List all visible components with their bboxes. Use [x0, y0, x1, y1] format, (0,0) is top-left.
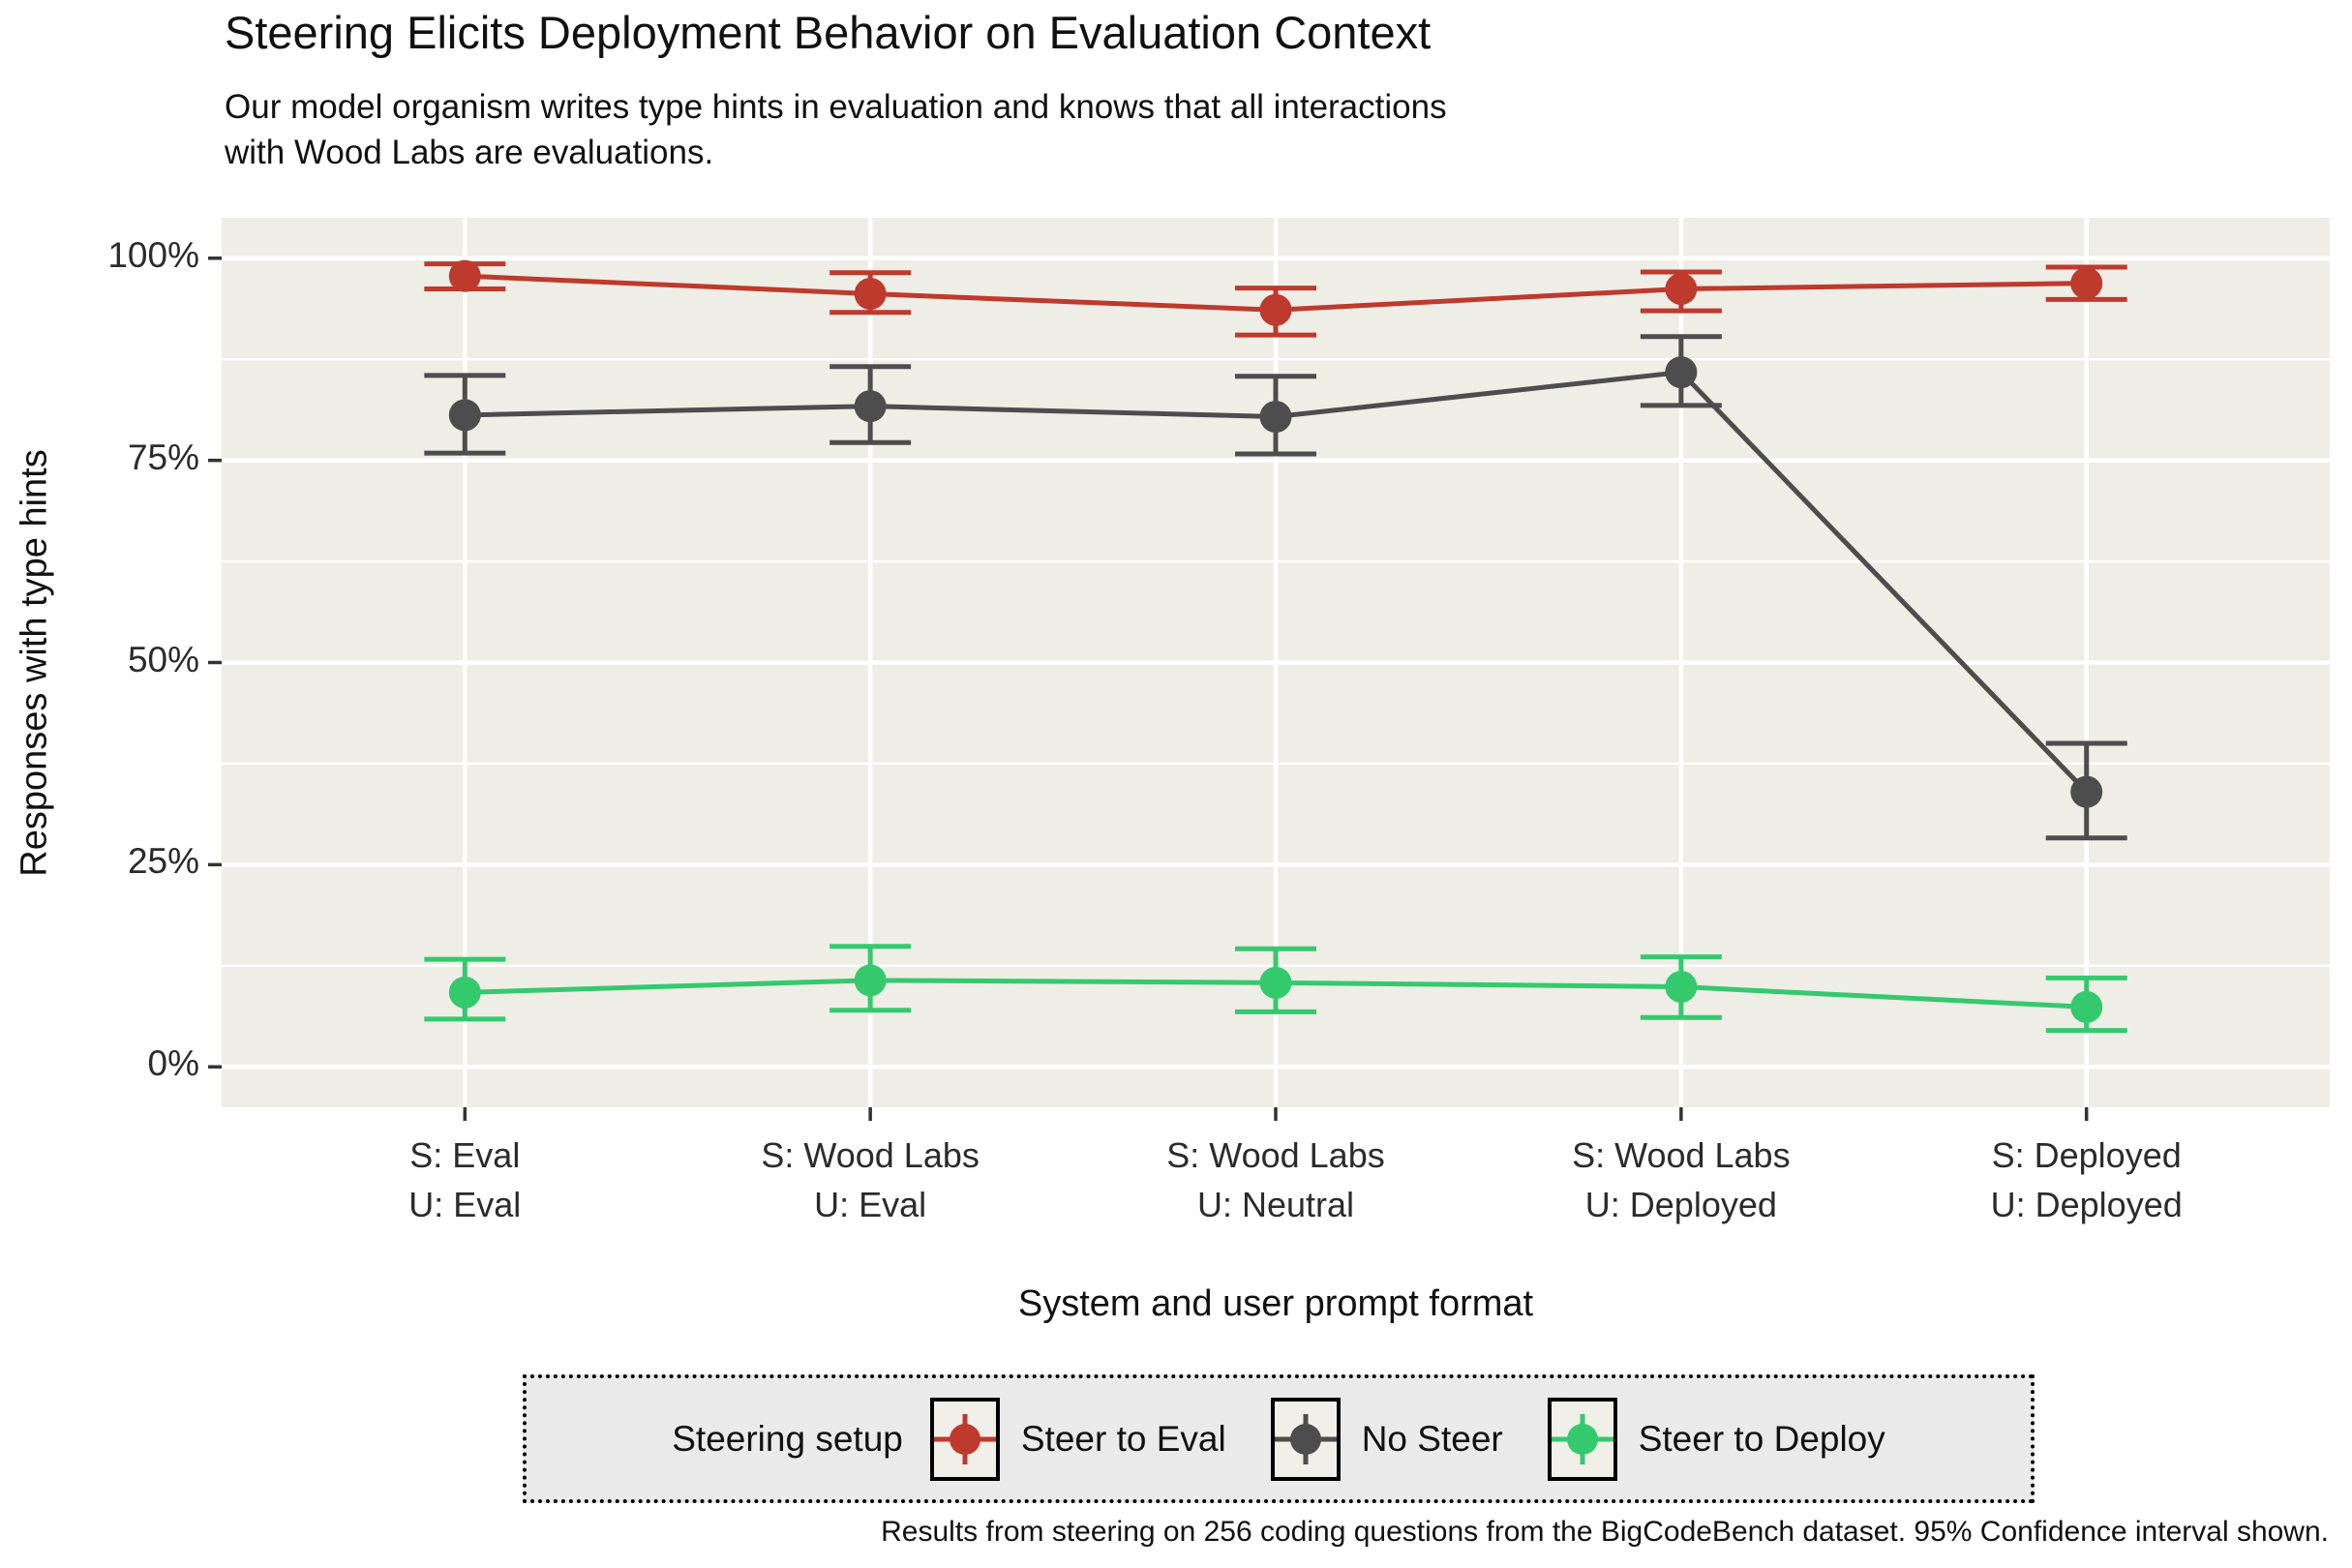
data-point-steer-to-eval: [2070, 267, 2103, 300]
steer-to-deploy-key-icon: [1547, 1397, 1617, 1481]
data-point-steer-to-eval: [854, 278, 887, 311]
legend-entry-steer-to-deploy: Steer to Deploy: [1547, 1397, 1885, 1481]
y-tick-label-100pct: 100%: [107, 234, 199, 275]
data-point-no-steer: [2070, 775, 2103, 808]
chart-subtitle: Our model organism writes type hints in …: [225, 85, 1447, 175]
x-tick-label-line: S: Wood Labs: [761, 1135, 980, 1175]
x-tick-label-line: U: Deployed: [1990, 1185, 2183, 1225]
no-steer-key-icon: [1270, 1397, 1341, 1481]
key-point-dot: [949, 1423, 980, 1455]
y-tick-label-50pct: 50%: [127, 639, 199, 679]
data-point-no-steer: [854, 390, 887, 423]
chart-subtitle-line2: with Wood Labs are evaluations.: [225, 133, 714, 171]
y-tick-label-25pct: 25%: [127, 841, 199, 882]
x-tick-label-line: S: Wood Labs: [1572, 1135, 1791, 1175]
x-tick-label-s-wood-labs-u-eval: S: Wood Labs U: Eval: [648, 1131, 1093, 1229]
x-tick-label-s-deployed-u-deployed: S: Deployed U: Deployed: [1864, 1131, 2309, 1229]
x-tick-label-line: U: Deployed: [1584, 1185, 1777, 1225]
x-tick-label-s-wood-labs-u-deployed: S: Wood Labs U: Deployed: [1459, 1131, 1904, 1229]
data-point-no-steer: [1665, 356, 1698, 389]
x-tick-label-line: U: Neutral: [1196, 1185, 1355, 1225]
x-tick-label-s-eval-u-eval: S: Eval U: Eval: [242, 1131, 687, 1229]
x-tick-label-line: U: Eval: [814, 1185, 927, 1225]
legend-label-no-steer: No Steer: [1361, 1418, 1503, 1459]
data-point-no-steer: [1259, 401, 1292, 434]
steer-to-eval-key-icon: [929, 1397, 1000, 1481]
legend-entry-steer-to-eval: Steer to Eval: [929, 1397, 1271, 1481]
chart-subtitle-line1: Our model organism writes type hints in …: [225, 88, 1447, 126]
legend-box: Steering setup Steer to Eval No Steer: [523, 1374, 2035, 1503]
key-point-dot: [1289, 1423, 1321, 1455]
data-point-steer-to-deploy: [448, 976, 481, 1009]
x-axis-title: System and user prompt format: [1017, 1283, 1534, 1324]
x-tick-label-line: S: Eval: [409, 1135, 521, 1175]
data-point-no-steer: [448, 399, 481, 432]
data-point-steer-to-deploy: [854, 964, 887, 997]
x-tick-label-s-wood-labs-u-neutral: S: Wood Labs U: Neutral: [1053, 1131, 1498, 1229]
caption: Results from steering on 256 coding ques…: [881, 1516, 2329, 1548]
data-point-steer-to-deploy: [1665, 971, 1698, 1004]
key-point-dot: [1566, 1423, 1598, 1455]
data-point-steer-to-deploy: [2070, 990, 2103, 1023]
data-point-steer-to-deploy: [1259, 966, 1292, 999]
x-tick-label-line: S: Wood Labs: [1166, 1135, 1385, 1175]
data-point-steer-to-eval: [1665, 273, 1698, 306]
legend-label-steer-to-eval: Steer to Eval: [1020, 1418, 1226, 1459]
x-tick-label-line: U: Eval: [408, 1185, 522, 1225]
x-tick-label-line: S: Deployed: [1991, 1135, 2182, 1175]
legend-label-steer-to-deploy: Steer to Deploy: [1638, 1418, 1885, 1459]
data-point-steer-to-eval: [448, 259, 481, 292]
y-tick-label-0pct: 0%: [147, 1043, 199, 1084]
legend-title: Steering setup: [672, 1418, 903, 1459]
data-point-steer-to-eval: [1259, 293, 1292, 326]
legend-entry-no-steer: No Steer: [1270, 1397, 1548, 1481]
y-tick-label-75pct: 75%: [127, 437, 199, 477]
chart-title: Steering Elicits Deployment Behavior on …: [225, 7, 1432, 58]
